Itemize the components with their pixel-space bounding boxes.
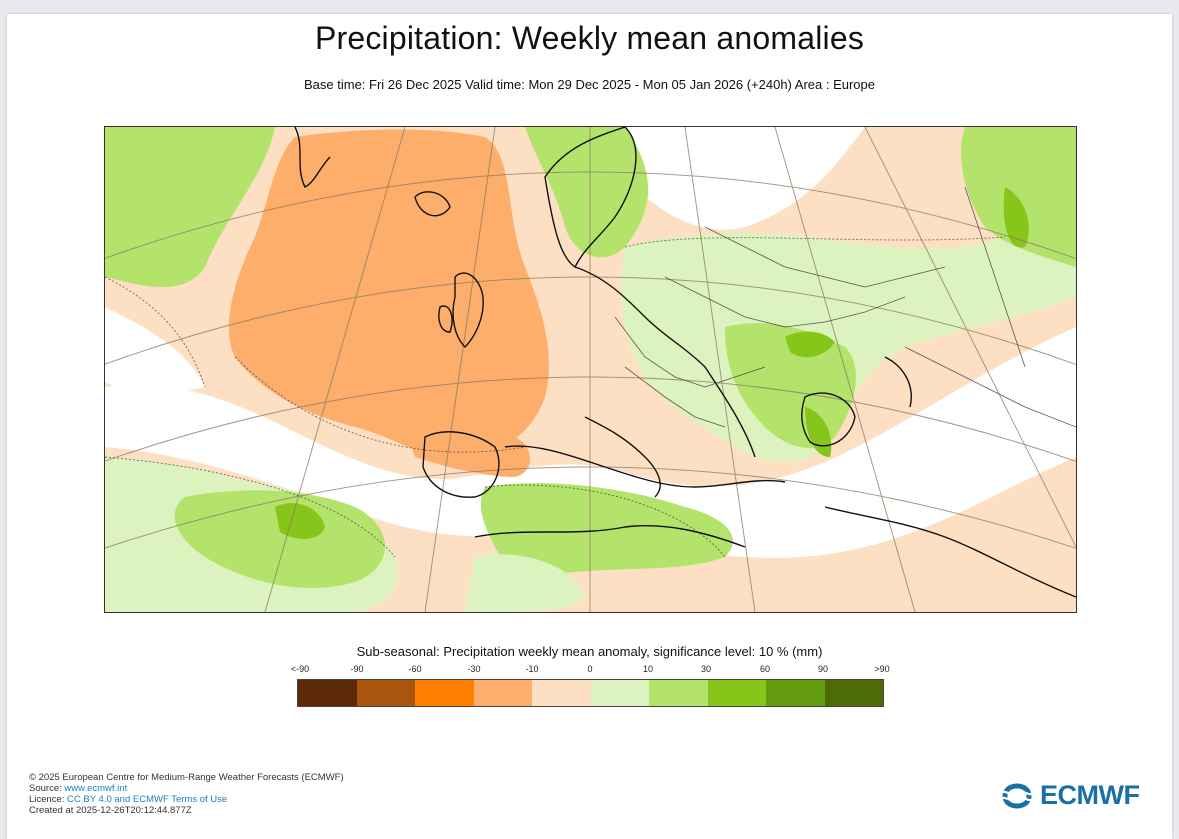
legend-swatch <box>473 680 532 706</box>
legend-swatch <box>707 680 766 706</box>
legend-tick: 30 <box>700 664 712 674</box>
legend-color-bar <box>297 679 884 707</box>
significance-contours <box>105 236 1006 558</box>
region-insignificant-2 <box>605 127 865 230</box>
legend-swatch <box>824 680 883 706</box>
page-title: Precipitation: Weekly mean anomalies <box>314 20 865 56</box>
region-wet-azores <box>174 490 385 588</box>
copyright-text: © 2025 European Centre for Medium-Range … <box>29 772 344 783</box>
graticule <box>105 127 1076 612</box>
legend-swatch <box>766 680 825 706</box>
region-wet-balkans <box>725 323 856 448</box>
licence-link[interactable]: CC BY 4.0 and ECMWF Terms of Use <box>67 794 228 805</box>
legend-tick: -90 <box>350 664 364 674</box>
anomaly-map <box>104 126 1077 613</box>
legend-swatch <box>532 680 591 706</box>
legend-swatch <box>356 680 415 706</box>
legend-tick: -60 <box>408 664 422 674</box>
page-subtitle: Base time: Fri 26 Dec 2025 Valid time: M… <box>304 77 875 92</box>
region-wet-ural-core <box>1003 187 1029 248</box>
footer: © 2025 European Centre for Medium-Range … <box>29 772 344 816</box>
source-label: Source: <box>29 783 65 794</box>
coastlines <box>294 127 1076 598</box>
region-wet-scandinavia <box>525 127 649 258</box>
legend-tick: 60 <box>759 664 771 674</box>
legend-ticks: <-90 -90 -60 -30 -10 0 10 30 60 90 >90 <box>280 664 900 676</box>
legend-swatch <box>649 680 708 706</box>
region-wet-sahara-edge <box>465 554 585 612</box>
country-borders <box>614 186 1076 428</box>
region-insignificant-1 <box>105 327 1076 558</box>
created-text: Created at 2025-12-26T20:12:44.877Z <box>29 805 192 816</box>
licence-line: Licence: CC BY 4.0 and ECMWF Terms of Us… <box>29 794 344 805</box>
source-line: Source: www.ecmwf.int <box>29 783 344 794</box>
region-insignificant-3 <box>105 307 205 393</box>
legend-swatch <box>298 680 357 706</box>
region-wet-azores-core <box>275 503 325 539</box>
legend-tick: -30 <box>467 664 481 674</box>
legend-tick: 90 <box>817 664 829 674</box>
licence-label: Licence: <box>29 794 68 805</box>
ecmwf-logo: ECMWF <box>998 780 1140 811</box>
ecmwf-logo-icon <box>999 783 1035 808</box>
map-svg <box>105 127 1076 612</box>
ecmwf-logo-text: ECMWF <box>1040 780 1140 810</box>
region-wet-n-africa <box>480 483 733 574</box>
legend-tick: >90 <box>874 664 890 674</box>
region-wet-greenland <box>105 127 275 287</box>
legend-title: Sub-seasonal: Precipitation weekly mean … <box>356 644 823 659</box>
region-dry-atlantic <box>228 129 549 458</box>
legend-tick: 10 <box>642 664 654 674</box>
region-wet-ural <box>961 127 1076 267</box>
legend-tick: -10 <box>525 664 539 674</box>
source-link[interactable]: www.ecmwf.int <box>64 783 128 794</box>
legend-swatch <box>590 680 649 706</box>
legend-tick: 0 <box>587 664 593 674</box>
region-wet-core <box>785 331 835 358</box>
legend-swatch <box>415 680 474 706</box>
region-wet-black-sea <box>805 407 832 457</box>
legend-tick: <-90 <box>290 664 310 674</box>
region-wet-central-europe <box>621 217 1076 462</box>
